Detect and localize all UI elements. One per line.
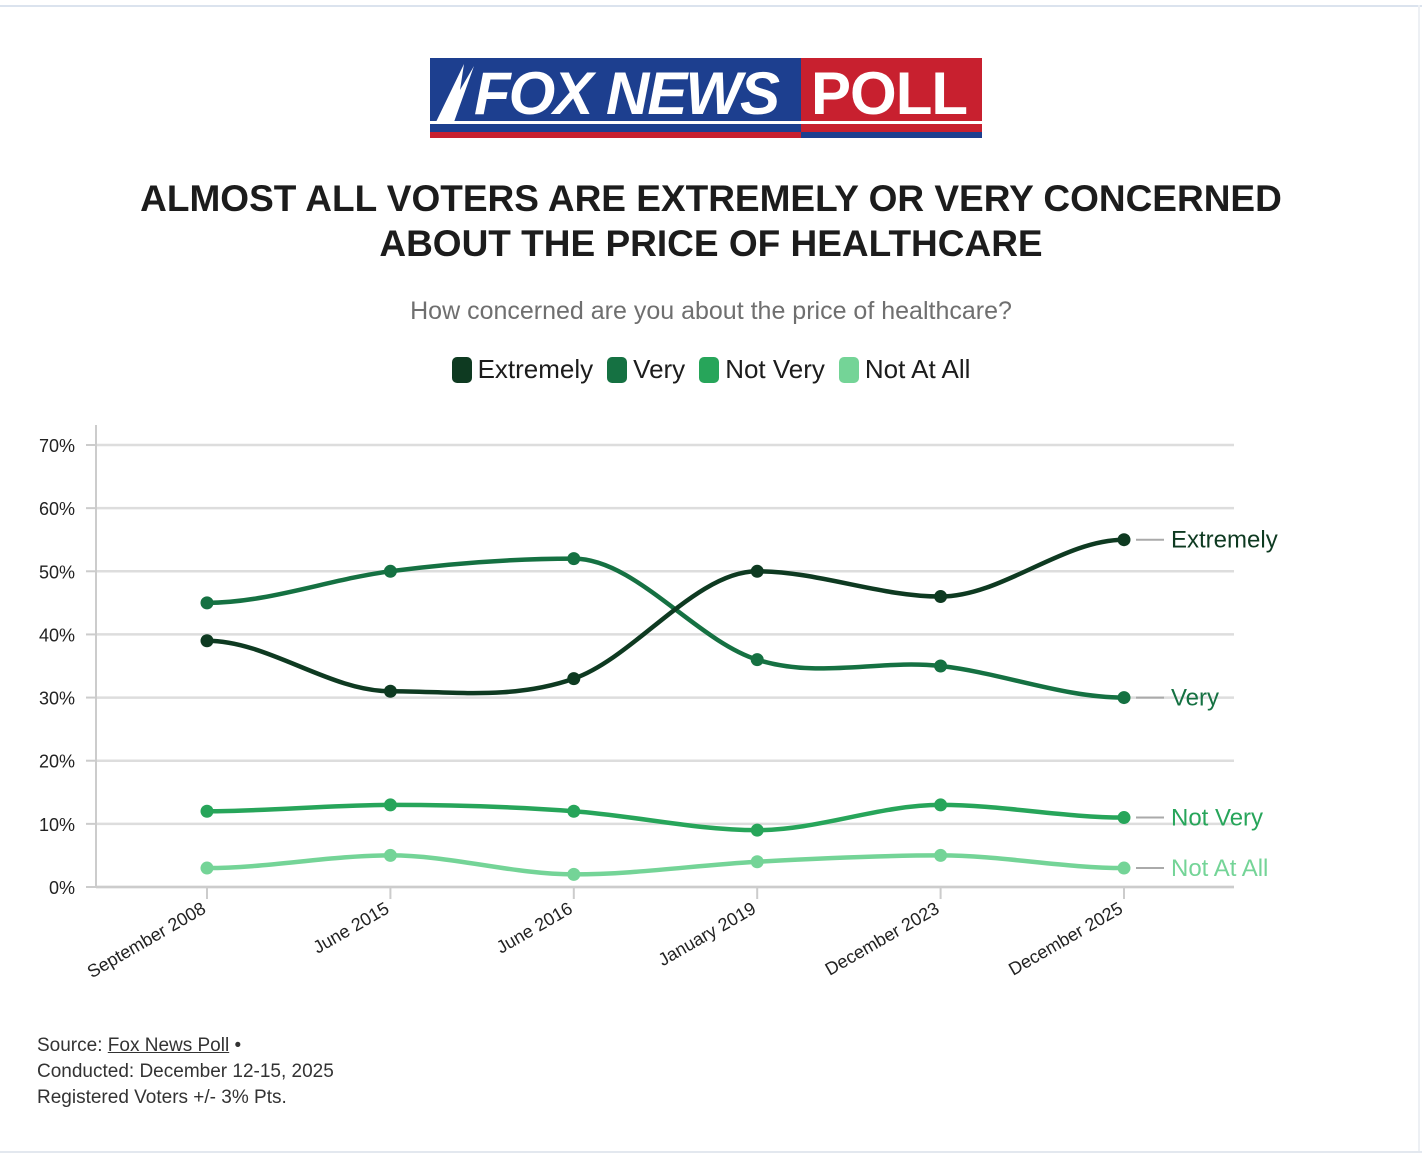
conducted-dates: Conducted: December 12-15, 2025 (37, 1061, 334, 1082)
series-end-label: Extremely (1171, 527, 1278, 554)
data-point (567, 672, 581, 686)
data-point (383, 684, 397, 698)
logo-fox-news-text: FOX NEWS (474, 60, 780, 127)
y-tick-label: 70% (39, 436, 75, 456)
legend-label: Extremely (477, 354, 594, 384)
data-point (934, 590, 948, 604)
data-point (750, 855, 764, 869)
data-point (383, 564, 397, 578)
chart-title-line-2: ABOUT THE PRICE OF HEALTHCARE (379, 223, 1043, 264)
data-point (1117, 533, 1131, 547)
x-tick-label: January 2019 (655, 898, 759, 970)
series-line-not-at-all (204, 853, 1127, 877)
source-line: Source: Fox News Poll • (37, 1033, 334, 1059)
logo-poll-block: POLL (801, 58, 982, 138)
data-point (934, 798, 948, 812)
series-line-not-very (204, 802, 1127, 833)
x-tick-label: December 2025 (1005, 898, 1126, 979)
source-prefix: Source: (37, 1035, 108, 1056)
data-point (1117, 691, 1131, 705)
y-tick-label: 10% (39, 815, 75, 835)
data-point (200, 804, 214, 818)
x-tick-label: June 2015 (310, 898, 393, 957)
data-point (750, 564, 764, 578)
legend-item: Not Very (699, 354, 825, 385)
logo-fox-news-block: FOX NEWS (430, 58, 801, 138)
legend-label: Very (633, 354, 686, 384)
logo-stripe (801, 121, 982, 124)
logo-searchlight-icon (436, 64, 474, 122)
data-point (567, 552, 581, 566)
series-end-label: Not At All (1171, 855, 1268, 882)
logo-stripe (430, 121, 801, 124)
data-point (383, 798, 397, 812)
y-tick-label: 60% (39, 499, 75, 519)
frame-top-border (0, 5, 1422, 7)
data-point (383, 848, 397, 862)
legend-item: Not At All (838, 354, 971, 385)
frame-right-border (1418, 5, 1420, 1153)
data-point (750, 653, 764, 667)
source-note: Source: Fox News Poll • Conducted: Decem… (37, 1033, 334, 1111)
data-point (567, 867, 581, 881)
y-tick-label: 20% (39, 752, 75, 772)
source-suffix: • (229, 1035, 242, 1056)
legend-label: Not Very (725, 354, 825, 384)
data-point (750, 823, 764, 837)
data-point (934, 659, 948, 673)
x-tick-label: June 2016 (493, 898, 576, 957)
data-point (200, 634, 214, 648)
margin-of-error: Registered Voters +/- 3% Pts. (37, 1087, 287, 1108)
series-end-label: Not Very (1171, 805, 1263, 832)
series-line-extremely (204, 537, 1127, 696)
data-point (1117, 861, 1131, 875)
logo-poll-text: POLL (811, 60, 968, 127)
series-end-label: Very (1171, 685, 1219, 712)
legend-item: Extremely (451, 354, 594, 385)
y-tick-label: 40% (39, 625, 75, 645)
x-tick-label: December 2023 (822, 898, 943, 979)
frame-bottom-border (0, 1151, 1422, 1153)
data-point (934, 848, 948, 862)
data-point (567, 804, 581, 818)
data-point (1117, 811, 1131, 825)
data-point (200, 596, 214, 610)
chart-subtitle: How concerned are you about the price of… (410, 297, 1012, 325)
legend-label: Not At All (864, 354, 971, 384)
y-tick-label: 0% (49, 878, 75, 898)
legend-swatch (838, 356, 859, 383)
x-tick-label: September 2008 (84, 898, 209, 982)
legend-swatch (451, 356, 472, 383)
legend-swatch (607, 356, 628, 383)
source-link[interactable]: Fox News Poll (107, 1035, 230, 1056)
chart-title-line-1: ALMOST ALL VOTERS ARE EXTREMELY OR VERY … (140, 178, 1282, 219)
legend-swatch (699, 356, 720, 383)
chart-legend: Extremely Very Not Very Not At All (0, 354, 1422, 385)
fox-news-poll-logo: FOX NEWS POLL (430, 58, 982, 138)
y-tick-label: 50% (39, 562, 75, 582)
legend-item: Very (607, 354, 685, 385)
series-line-very (204, 556, 1127, 700)
chart-title: ALMOST ALL VOTERS ARE EXTREMELY OR VERY … (100, 176, 1322, 266)
y-tick-label: 30% (39, 689, 75, 709)
data-point (200, 861, 214, 875)
